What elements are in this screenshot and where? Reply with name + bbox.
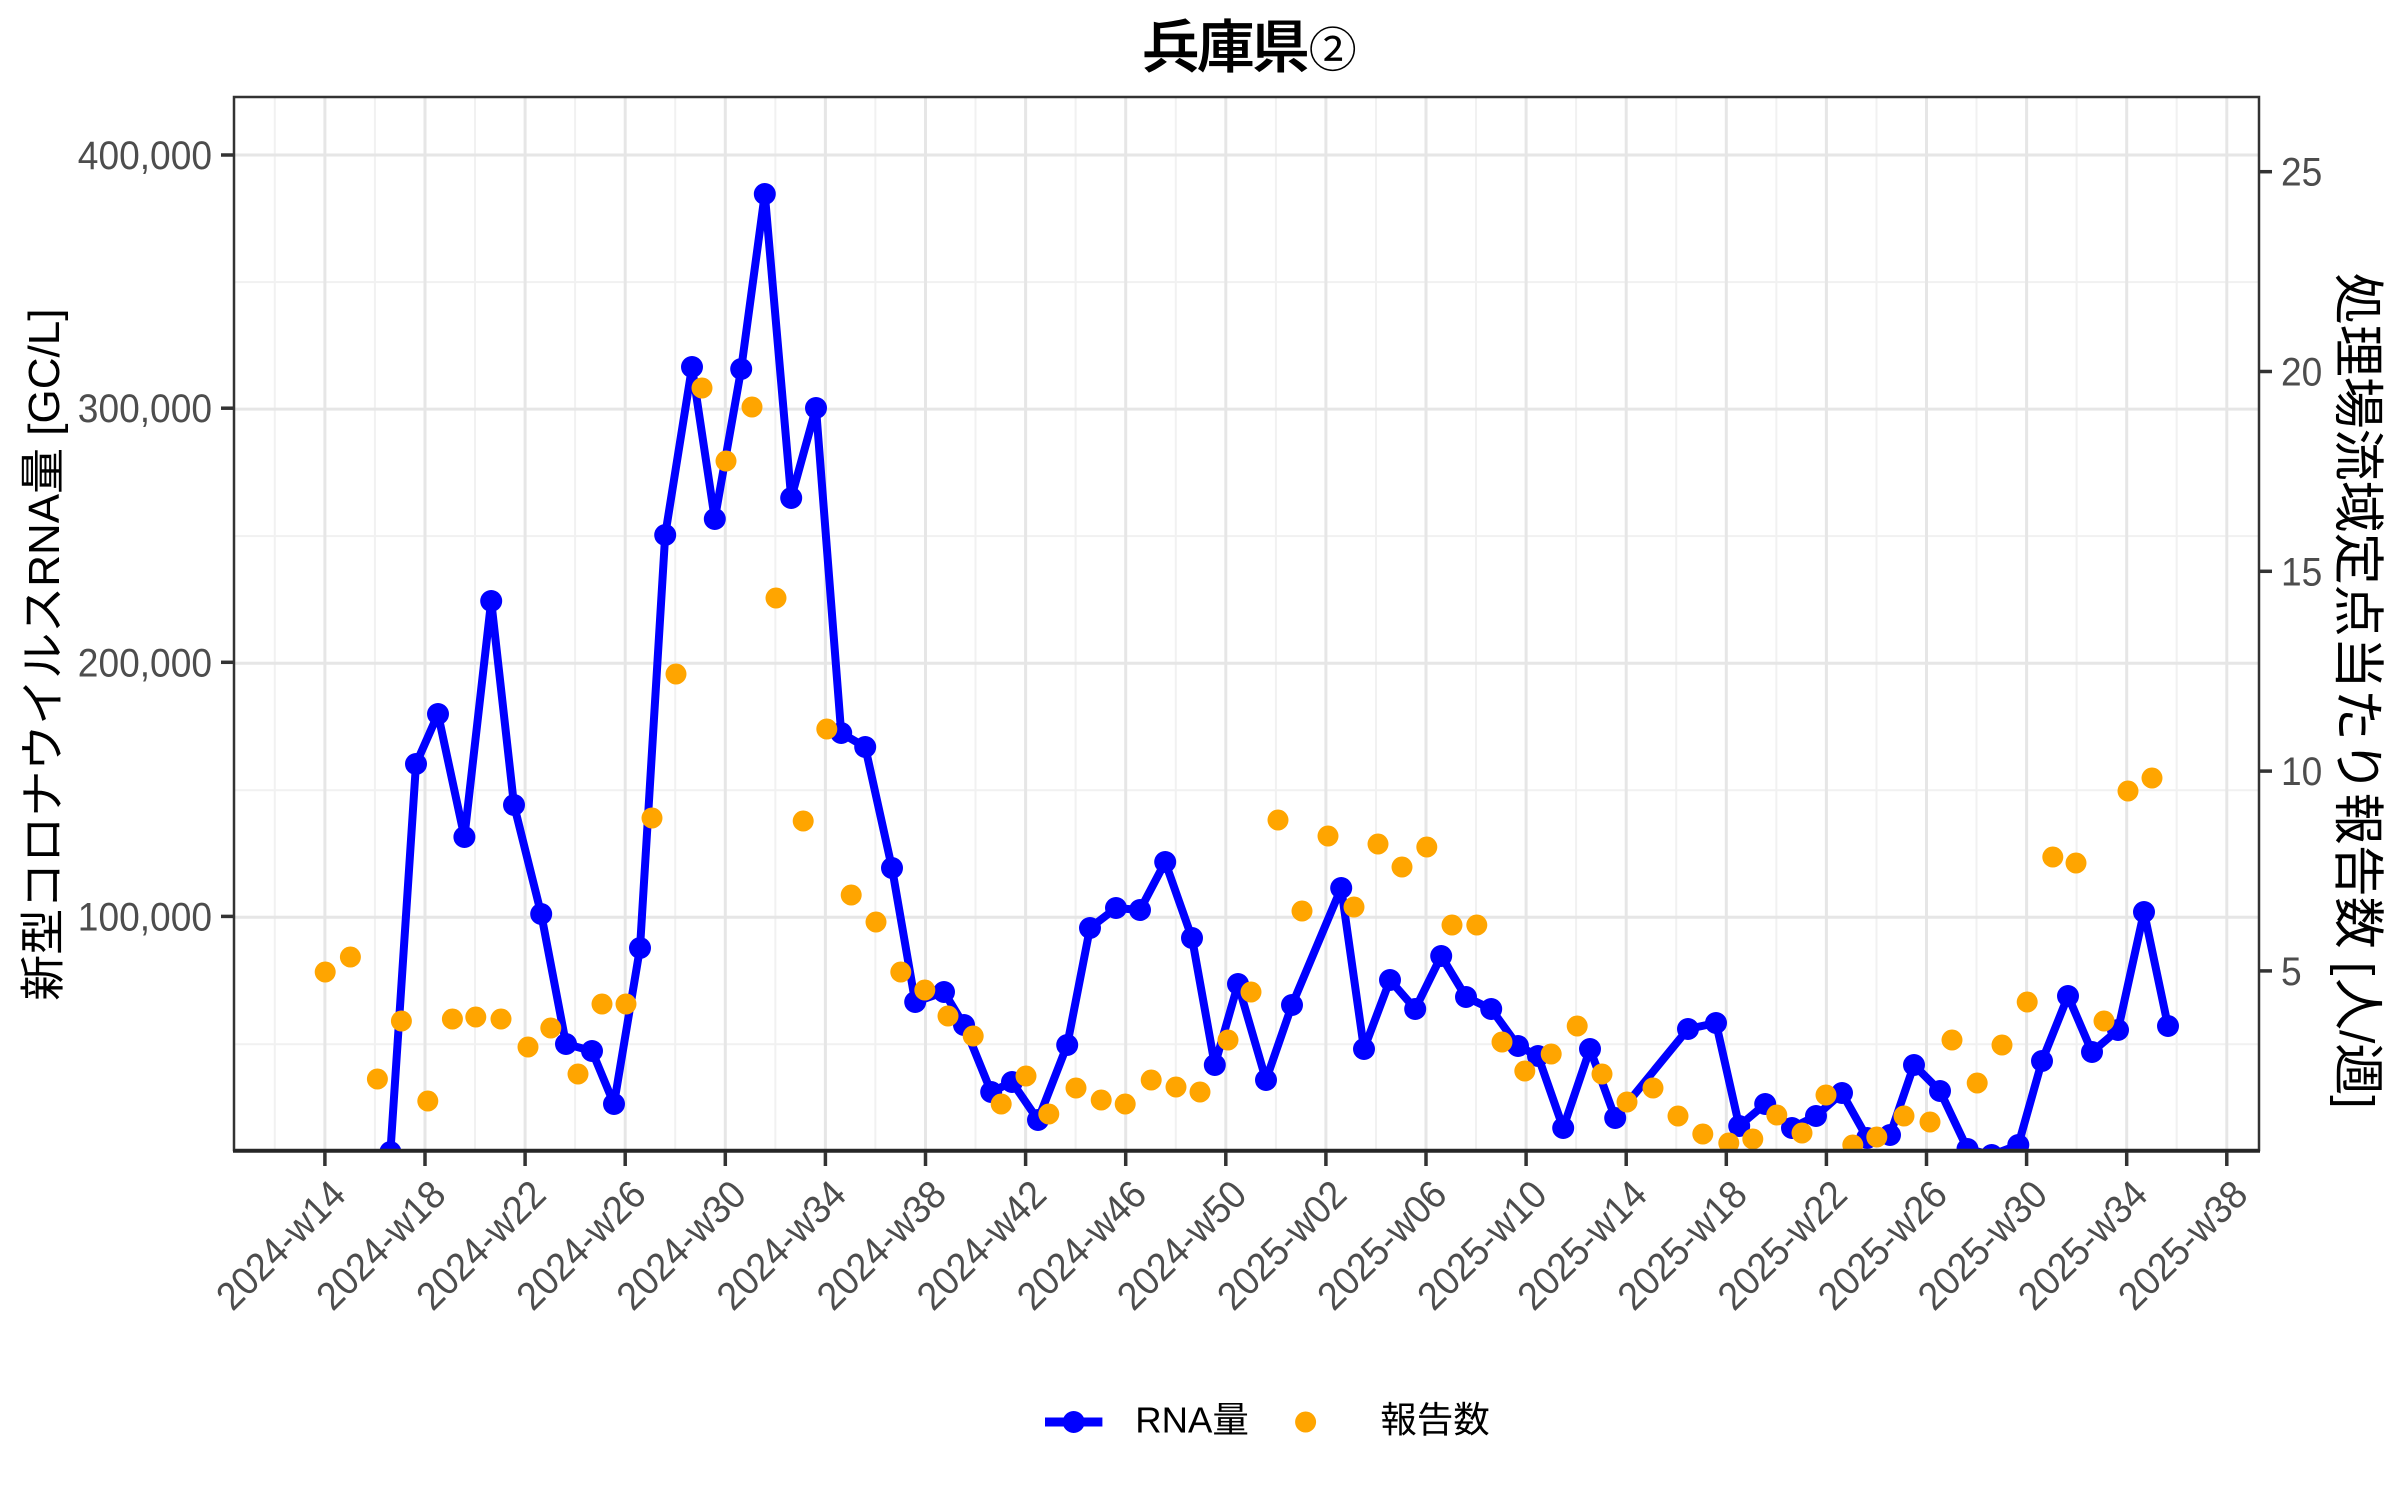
svg-text:20: 20 [2281, 350, 2322, 394]
svg-text:25: 25 [2281, 151, 2322, 195]
svg-text:]: ] [2329, 1095, 2382, 1108]
svg-text:100,000: 100,000 [78, 895, 212, 939]
svg-text:200,000: 200,000 [78, 641, 212, 685]
svg-text:/: / [2329, 1030, 2382, 1044]
svg-text:[GC/L]: [GC/L] [20, 309, 69, 436]
svg-text:RNA: RNA [1135, 1400, 1213, 1441]
svg-text:300,000: 300,000 [78, 387, 212, 431]
svg-text:400,000: 400,000 [78, 134, 212, 178]
svg-text:5: 5 [2281, 950, 2302, 994]
svg-text:10: 10 [2281, 750, 2322, 794]
svg-text:15: 15 [2281, 550, 2322, 594]
svg-text:RNA: RNA [20, 493, 69, 587]
svg-text:[: [ [2329, 962, 2382, 975]
